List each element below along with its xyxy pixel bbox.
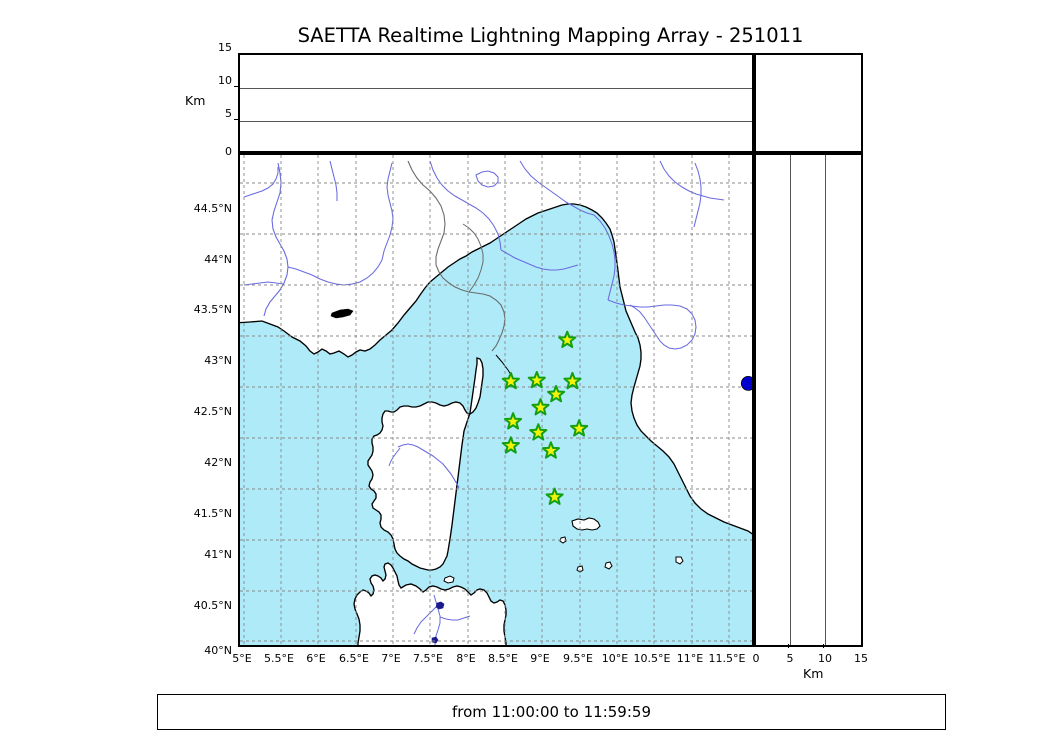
tick-lon-5-5: 5.5°E [264,652,294,665]
gridline-5km [240,121,752,122]
station-10 [501,436,520,454]
tick-lat-43-5: 43.5°N [193,303,232,316]
tick-lon-9-5: 9.5°E [563,652,593,665]
time-range-text: from 11:00:00 to 11:59:59 [451,703,651,721]
river-lake-north [475,170,499,188]
tick-lat-43: 43°N [204,354,232,367]
source-markers-layer [740,376,752,391]
station-02 [501,371,520,390]
tick-lon-7: 7°E [381,652,401,665]
island-elba [571,517,601,531]
tick-right-km-5: 5 [786,652,794,665]
river-tiber [629,304,661,342]
tick-lon-6-5: 6.5°E [339,652,369,665]
altitude-vs-longitude-panel[interactable] [238,53,754,153]
tick-lon-7-5: 7.5°E [413,652,443,665]
river-sardinia-2 [413,606,437,635]
tick-right-km-0: 0 [752,652,760,665]
tick-lat-41: 41°N [204,548,232,561]
tick-right-km-15: 15 [854,652,868,665]
station-01 [558,330,577,349]
river-tuscany [607,299,697,350]
map-graphic [240,155,752,645]
tick-lon-10-5: 10.5°E [633,652,671,665]
river-var [381,162,394,261]
tick-lat-41-5: 41.5°N [193,507,232,520]
tickmark-right-km-5 [788,644,790,648]
lightning-map-panel[interactable] [238,153,754,647]
tick-lat-40-5: 40.5°N [193,599,232,612]
coastline-north [240,155,752,535]
tick-lat-44-5: 44.5°N [193,202,232,215]
river-durance [287,259,383,286]
altitude-histogram-panel[interactable] [754,53,863,153]
river-corsica-tavignano [388,447,401,467]
tick-lon-5: 5°E [232,652,252,665]
island-montecristo [604,561,613,570]
station-07 [503,412,523,430]
headland-camargue [330,308,354,319]
tick-lon-8: 8°E [456,652,476,665]
river-nw-3 [329,160,338,201]
tick-lon-10: 10°E [601,652,629,665]
tick-lon-8-5: 8.5°E [488,652,518,665]
altitude-vs-latitude-panel[interactable] [754,153,863,647]
gridline-5km [790,155,791,645]
tick-lat-42: 42°N [204,456,232,469]
gridline-10km [240,88,752,89]
station-05 [547,384,566,403]
river-sardinia-3 [439,615,471,621]
border-regional [462,223,484,293]
right-panel-x-axis-label: Km [803,666,824,681]
tick-km-0: 0 [225,145,232,158]
tick-lat-44: 44°N [204,253,232,266]
time-range-status[interactable]: from 11:00:00 to 11:59:59 [157,694,946,730]
island-maddalena [443,575,455,584]
coastline-corsica [367,357,484,571]
tick-lon-11: 11°E [676,652,704,665]
source-marker [740,376,752,391]
station-11 [541,441,560,459]
river-rhone [263,162,289,317]
river-corsica-golo [397,443,460,489]
river-north-1 [519,160,595,216]
tickmark-km-5 [234,119,238,121]
tick-right-km-10: 10 [818,652,832,665]
station-08 [570,419,589,437]
gridline-10km [825,155,826,645]
river-po-tributary [429,160,502,251]
tick-lon-6: 6°E [306,652,326,665]
river-arno [500,249,579,271]
island-capraia [559,536,567,544]
tick-km-5: 5 [225,107,232,120]
station-03 [527,370,546,389]
top-panel-y-axis-label: Km [185,93,206,108]
river-nw-1 [243,167,279,198]
island-giglio [675,556,684,565]
tick-lat-40: 40°N [204,644,232,657]
river-nw-2 [243,281,285,286]
station-06 [531,398,550,416]
tickmark-km-10 [234,86,238,88]
tickmark-right-km-10 [823,644,825,648]
lake-sardinia-1 [435,601,445,610]
station-markers-layer [501,330,589,505]
tick-km-15: 15 [218,41,232,54]
page-title: SAETTA Realtime Lightning Mapping Array … [297,24,804,47]
tick-lat-42-5: 42.5°N [193,405,232,418]
station-09 [529,423,548,441]
station-12 [545,487,564,505]
map-gridlines [240,155,752,645]
tick-km-10: 10 [218,74,232,87]
tick-lon-11-5: 11.5°E [708,652,746,665]
river-north-2 [593,214,616,301]
tick-lon-9: 9°E [530,652,550,665]
station-04 [563,371,582,390]
river-ne-2 [693,162,702,228]
river-ne-1 [659,160,725,201]
